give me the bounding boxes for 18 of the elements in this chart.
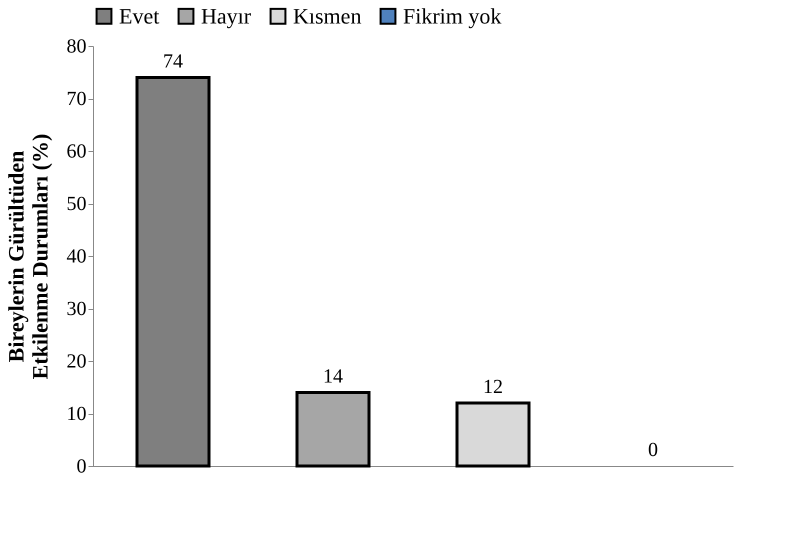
data-label: 74 [163, 50, 183, 72]
data-label: 0 [648, 439, 658, 461]
legend-label: Kısmen [293, 3, 362, 28]
y-tick-label: 70 [66, 88, 86, 110]
y-tick-label: 80 [66, 36, 86, 58]
data-label: 12 [483, 376, 503, 398]
y-tick-label: 30 [66, 298, 86, 320]
legend-label: Evet [119, 3, 160, 28]
y-axis-title: Bireylerin Gürültüden Etkilenme Durumları (%) [4, 134, 52, 380]
y-tick-label: 10 [66, 403, 86, 425]
y-tick-label: 20 [66, 350, 86, 372]
legend-label: Hayır [201, 3, 252, 28]
legend-label: Fikrim yok [403, 3, 502, 28]
y-tick-label: 40 [66, 246, 86, 268]
data-label: 14 [323, 366, 343, 388]
y-tick-label: 0 [76, 456, 86, 478]
y-tick-label: 50 [66, 193, 86, 215]
y-tick-label: 60 [66, 140, 86, 162]
